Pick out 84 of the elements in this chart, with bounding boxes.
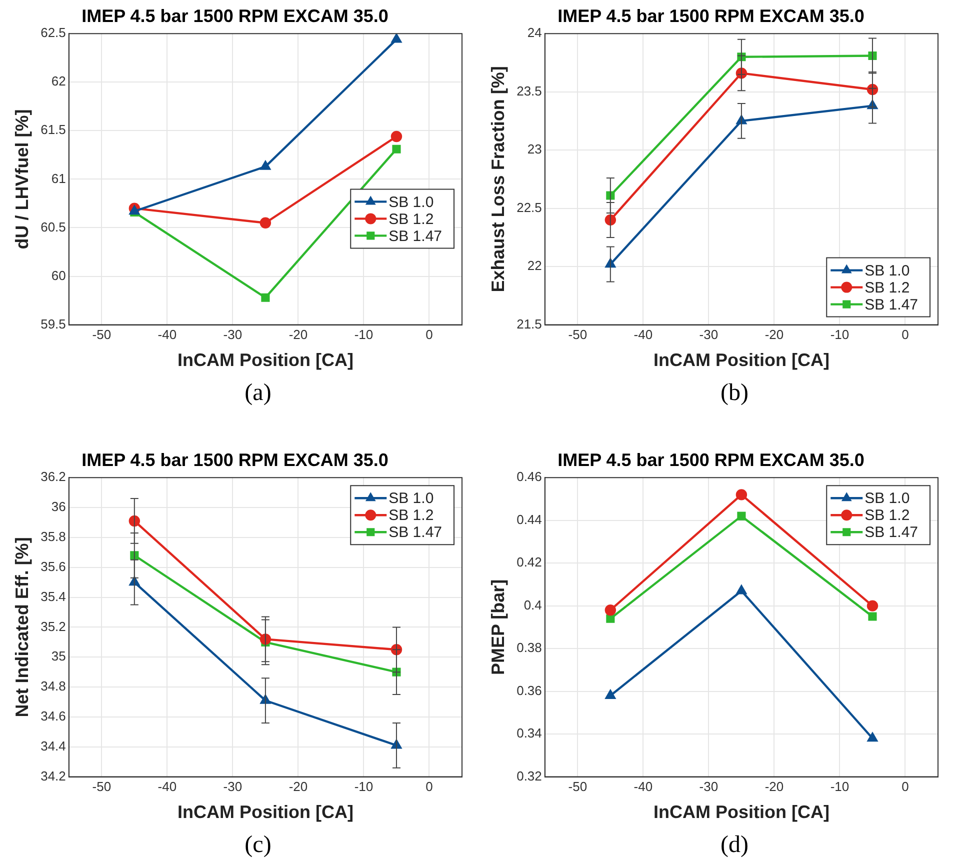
y-axis-title: Net Indicated Eff. [%] — [12, 537, 32, 718]
text: (c) — [244, 832, 272, 859]
legend-label: SB 1.47 — [864, 296, 918, 314]
y-tick-label: 23 — [527, 142, 542, 157]
text: (b) — [720, 380, 750, 407]
legend-label: SB 1.47 — [864, 524, 918, 542]
y-tick-label: 22 — [527, 258, 542, 274]
x-tick-label: -10 — [830, 779, 850, 794]
x-tick-label: -40 — [158, 779, 177, 794]
y-tick-label: 0.46 — [516, 469, 542, 484]
legend-label: SB 1.0 — [388, 194, 434, 211]
y-tick-label: 34.8 — [40, 678, 66, 694]
y-tick-label: 0.44 — [516, 512, 542, 527]
legend-label: SB 1.2 — [388, 507, 434, 524]
x-tick-label: -20 — [288, 327, 308, 342]
y-tick-label: 34.2 — [40, 768, 66, 784]
y-tick-label: 60.5 — [40, 219, 66, 234]
x-tick-label: -10 — [354, 327, 374, 342]
legend-label: SB 1.47 — [388, 524, 442, 542]
y-tick-label: 0.42 — [516, 554, 542, 570]
y-tick-label: 60 — [51, 268, 66, 283]
y-tick-label: 0.32 — [516, 768, 542, 784]
legend-label: SB 1.0 — [864, 262, 910, 280]
y-tick-label: 35.8 — [40, 529, 66, 544]
y-tick-label: 34.6 — [40, 708, 66, 724]
x-tick-label: -30 — [699, 327, 718, 342]
x-tick-label: -40 — [158, 327, 177, 342]
y-tick-label: 62.5 — [40, 25, 66, 40]
x-tick-label: 0 — [902, 327, 909, 342]
x-axis-title: InCAM Position [CA] — [653, 802, 830, 822]
chart-title: IMEP 4.5 bar 1500 RPM EXCAM 35.0 — [82, 6, 388, 26]
legend-label: SB 1.47 — [388, 228, 442, 245]
y-tick-label: 59.5 — [40, 316, 66, 332]
y-axis-title: Exhaust Loss Fraction [%] — [488, 66, 508, 292]
x-tick-label: 0 — [426, 327, 433, 342]
x-tick-label: -50 — [92, 779, 112, 794]
y-tick-label: 35 — [51, 648, 66, 664]
chart-title: IMEP 4.5 bar 1500 RPM EXCAM 35.0 — [558, 450, 864, 470]
y-tick-label: 34.4 — [40, 738, 66, 754]
y-tick-label: 21.5 — [516, 316, 542, 332]
y-tick-label: 61.5 — [40, 122, 66, 138]
x-axis-title: InCAM Position [CA] — [177, 350, 354, 370]
x-tick-label: -10 — [354, 779, 374, 794]
x-tick-label: -50 — [568, 779, 588, 794]
legend-label: SB 1.0 — [864, 490, 910, 508]
x-tick-label: -40 — [634, 327, 653, 342]
legend-label: SB 1.0 — [388, 490, 434, 508]
y-tick-label: 61 — [51, 170, 66, 186]
x-axis-title: InCAM Position [CA] — [653, 350, 830, 370]
x-tick-label: -10 — [830, 327, 850, 342]
y-tick-label: 23.5 — [516, 83, 542, 98]
y-tick-label: 36.2 — [40, 469, 66, 484]
legend-label: SB 1.2 — [864, 279, 910, 296]
x-tick-label: 0 — [426, 779, 433, 794]
y-axis-title: dU / LHVfuel [%] — [12, 109, 32, 250]
x-tick-label: -30 — [699, 779, 718, 794]
y-tick-label: 36 — [51, 499, 66, 514]
text: (d) — [720, 832, 750, 859]
legend-label: SB 1.2 — [388, 210, 434, 228]
x-tick-label: -30 — [223, 327, 242, 342]
x-tick-label: -50 — [92, 327, 112, 342]
legend-label: SB 1.2 — [864, 507, 910, 524]
x-tick-label: -30 — [223, 779, 242, 794]
x-tick-label: -40 — [634, 779, 653, 794]
x-axis-title: InCAM Position [CA] — [177, 802, 354, 822]
y-tick-label: 22.5 — [516, 200, 542, 215]
y-tick-label: 35.2 — [40, 618, 66, 634]
x-tick-label: -20 — [764, 779, 784, 794]
x-tick-label: 0 — [902, 779, 909, 794]
y-tick-label: 62 — [51, 74, 66, 89]
x-tick-label: -50 — [568, 327, 588, 342]
x-tick-label: -20 — [288, 779, 308, 794]
y-tick-label: 0.36 — [516, 682, 542, 698]
y-tick-label: 0.38 — [516, 640, 542, 656]
chart-title: IMEP 4.5 bar 1500 RPM EXCAM 35.0 — [82, 450, 388, 470]
x-tick-label: -20 — [764, 327, 784, 342]
chart-title: IMEP 4.5 bar 1500 RPM EXCAM 35.0 — [558, 6, 864, 26]
y-tick-label: 0.4 — [524, 597, 542, 612]
y-tick-label: 35.4 — [40, 588, 66, 604]
y-tick-label: 24 — [527, 25, 542, 40]
y-tick-label: 0.34 — [516, 726, 542, 741]
y-axis-title: PMEP [bar] — [488, 579, 508, 676]
text: (a) — [244, 380, 272, 407]
y-tick-label: 35.6 — [40, 558, 66, 574]
